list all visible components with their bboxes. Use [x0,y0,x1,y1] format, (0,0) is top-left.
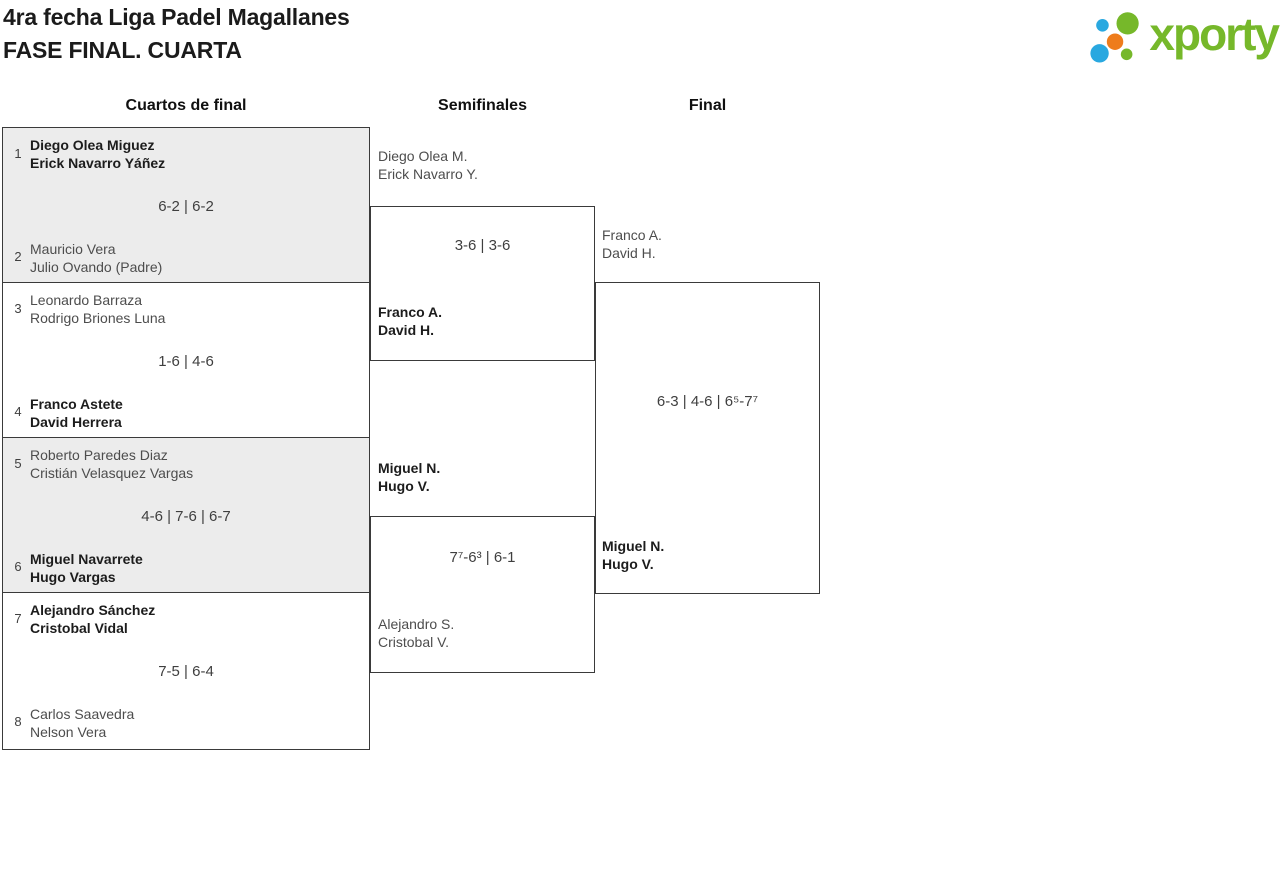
page-title-line1: 4ra fecha Liga Padel Magallanes [3,4,350,30]
seed-number: 1 [14,146,22,161]
match-semifinal-1 [370,206,595,361]
team-names: Leonardo Barraza Rodrigo Briones Luna [30,291,165,327]
player-name: Erick Navarro Yáñez [30,155,166,171]
player-name: Cristobal V. [378,634,450,650]
player-name: Erick Navarro Y. [378,166,478,182]
match-quarterfinal-2: 3 Leonardo Barraza Rodrigo Briones Luna … [2,282,370,438]
team-names: Carlos Saavedra Nelson Vera [30,705,134,741]
team-names: Franco A. David H. [602,226,662,262]
match-quarterfinal-3: 5 Roberto Paredes Diaz Cristián Velasque… [2,437,370,593]
player-name: Miguel N. [602,538,665,554]
player-name: Julio Ovando (Padre) [30,259,163,275]
seed-number: 2 [14,249,22,264]
player-name: David H. [602,245,656,261]
team-names: Miguel N. Hugo V. [602,537,664,573]
team-names: Alejandro S. Cristobal V. [378,615,454,651]
match-quarterfinal-4: 7 Alejandro Sánchez Cristobal Vidal 7-5 … [2,592,370,750]
player-name: Cristobal Vidal [30,620,128,636]
match-score: 7⁷-6³ | 6-1 [449,549,516,566]
player-name: Franco A. [378,304,443,320]
column-header-quarterfinals: Cuartos de final [125,97,247,114]
player-name: Hugo V. [602,556,654,572]
player-name: Nelson Vera [30,724,107,740]
team-names: Diego Olea M. Erick Navarro Y. [378,147,478,183]
player-name: Franco Astete [30,396,123,412]
team-names: Alejandro Sánchez Cristobal Vidal [30,601,155,637]
match-score: 6-2 | 6-2 [158,198,214,215]
column-header-semifinals: Semifinales [438,97,527,114]
team-names: Mauricio Vera Julio Ovando (Padre) [30,240,162,276]
match-final [595,282,820,594]
player-name: Hugo Vargas [30,569,116,585]
seed-number: 4 [14,404,22,419]
player-name: Hugo V. [378,478,430,494]
player-name: David Herrera [30,414,122,430]
team-names: Franco A. David H. [378,303,442,339]
match-quarterfinal-1: 1 Diego Olea Miguez Erick Navarro Yáñez … [2,127,370,283]
player-name: Miguel Navarrete [30,551,143,567]
xporty-dots-icon [1090,12,1140,63]
player-name: Carlos Saavedra [30,706,135,722]
player-name: Cristián Velasquez Vargas [30,465,194,481]
column-header-final: Final [688,97,727,114]
player-name: Franco A. [602,227,662,243]
seed-number: 5 [14,456,22,471]
match-score: 6-3 | 4-6 | 6⁵-7⁷ [656,393,759,410]
player-name: Mauricio Vera [30,241,116,257]
player-name: Alejandro Sánchez [30,602,156,618]
xporty-logo-text: xporty [1149,8,1280,60]
seed-number: 7 [14,611,22,626]
match-score: 7-5 | 6-4 [158,663,214,680]
page-title: 4ra fecha Liga Padel Magallanes FASE FIN… [3,1,350,67]
player-name: David H. [378,322,435,338]
team-names: Roberto Paredes Diaz Cristián Velasquez … [30,446,193,482]
match-score: 1-6 | 4-6 [158,353,214,370]
player-name: Diego Olea M. [378,148,468,164]
player-name: Rodrigo Briones Luna [30,310,166,326]
team-names: Miguel N. Hugo V. [378,459,440,495]
match-score: 4-6 | 7-6 | 6-7 [141,508,231,525]
seed-number: 3 [14,301,22,316]
player-name: Leonardo Barraza [30,292,143,308]
page-title-line2: FASE FINAL. CUARTA [3,37,242,63]
team-names: Miguel Navarrete Hugo Vargas [30,550,143,586]
team-names: Diego Olea Miguez Erick Navarro Yáñez [30,136,165,172]
seed-number: 6 [14,559,22,574]
player-name: Roberto Paredes Diaz [30,447,168,463]
team-names: Franco Astete David Herrera [30,395,123,431]
player-name: Diego Olea Miguez [30,137,155,153]
xporty-logo[interactable]: xporty [1087,2,1280,66]
match-score: 3-6 | 3-6 [454,237,511,254]
player-name: Miguel N. [378,460,441,476]
match-semifinal-2 [370,516,595,673]
player-name: Alejandro S. [378,616,455,632]
seed-number: 8 [14,714,22,729]
